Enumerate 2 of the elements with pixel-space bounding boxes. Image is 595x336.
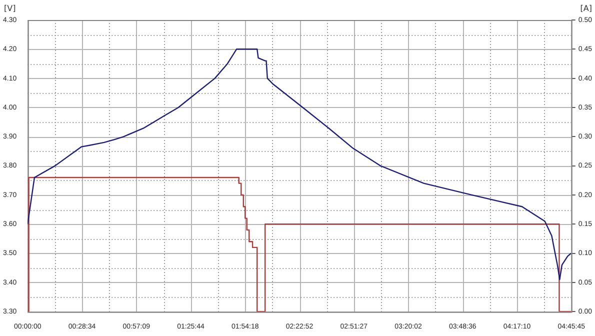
y2-axis-title: [A] bbox=[580, 4, 592, 14]
y-axis-title: [V] bbox=[4, 4, 16, 14]
